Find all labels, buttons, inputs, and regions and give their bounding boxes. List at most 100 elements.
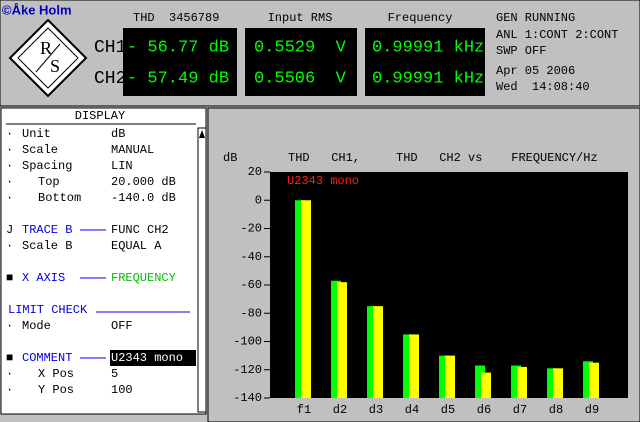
bar (553, 368, 563, 398)
readout-value: 0.5529 V (254, 38, 347, 57)
y-tick-label: 20 (248, 165, 262, 179)
menu-label: Unit (22, 127, 51, 141)
bullet: ■ (6, 271, 13, 285)
readout-header: Frequency (388, 11, 453, 25)
bar (445, 355, 455, 398)
y-tick-label: -100 (233, 335, 262, 349)
menu-label: Top (38, 175, 60, 189)
bar (301, 200, 311, 398)
readout-value: 0.99991 kHz (372, 69, 484, 88)
x-tick-label: d4 (405, 403, 419, 417)
menu-value: OFF (111, 319, 133, 333)
bullet: · (6, 239, 13, 253)
channel-label: CH1 (94, 38, 126, 58)
readout-header: Input RMS (268, 11, 333, 25)
readout-box (123, 28, 237, 96)
y-tick-label: -20 (240, 222, 262, 236)
bar (409, 334, 419, 398)
bar (403, 334, 413, 398)
bullet: · (6, 175, 13, 189)
x-tick-label: d9 (585, 403, 599, 417)
y-axis-label: dB (223, 151, 237, 165)
bar (373, 306, 383, 398)
readout-box (245, 28, 357, 96)
menu-label: COMMENT (22, 351, 72, 365)
bar (583, 361, 593, 398)
bar (589, 362, 599, 398)
menu-label: X Pos (38, 367, 74, 381)
menu-value: LIN (111, 159, 133, 173)
x-tick-label: d8 (549, 403, 563, 417)
channel-label: CH2 (94, 69, 126, 89)
menu-value: 100 (111, 383, 133, 397)
bullet: · (6, 127, 13, 141)
menu-label: Mode (22, 319, 51, 333)
menu-value: -140.0 dB (111, 191, 176, 205)
readout-value: - 57.49 dB (127, 69, 229, 88)
menu-label: Y Pos (38, 383, 74, 397)
menu-value: 20.000 dB (111, 175, 176, 189)
x-tick-label: d6 (477, 403, 491, 417)
y-tick-label: -40 (240, 250, 262, 264)
status: ANL 1:CONT 2:CONT (496, 28, 618, 42)
status: GEN RUNNING (496, 11, 575, 25)
panel-title: DISPLAY (75, 109, 125, 123)
menu-label: Scale (22, 143, 58, 157)
bullet: J (6, 223, 13, 237)
bar (439, 355, 449, 398)
x-tick-label: f1 (297, 403, 311, 417)
status: SWP OFF (496, 44, 546, 58)
bullet: · (6, 143, 13, 157)
bullet: · (6, 367, 13, 381)
menu: · Unit dB · Scale MANUAL · Spacing LIN · Top 20.000… (6, 127, 196, 397)
menu-value: FUNC CH2 (111, 223, 169, 237)
menu-label: Spacing (22, 159, 72, 173)
bar (547, 368, 557, 398)
bar (511, 365, 521, 398)
highlight (110, 350, 196, 366)
readout-box (365, 28, 485, 96)
svg-text:S: S (50, 56, 60, 76)
readout-value: - 56.77 dB (127, 38, 229, 57)
chart-title: THD CH1, THD CH2 vs FREQUENCY/Hz (288, 151, 598, 165)
bullet: · (6, 383, 13, 397)
menu-label: LIMIT CHECK (8, 303, 88, 317)
bar (331, 280, 341, 398)
bar (367, 306, 377, 398)
y-tick-label: -60 (240, 278, 262, 292)
bar (295, 200, 305, 398)
x-tick-label: d7 (513, 403, 527, 417)
annotation: U2343 mono (287, 174, 359, 188)
bar (337, 282, 347, 398)
x-tick-label: d5 (441, 403, 455, 417)
readout-header: THD 3456789 (133, 11, 219, 25)
status: Wed 14:08:40 (496, 80, 590, 94)
bullet: ■ (6, 351, 13, 365)
svg-text:R: R (40, 38, 52, 58)
menu-value: EQUAL A (111, 239, 162, 253)
y-tick-label: -120 (233, 363, 262, 377)
bullet: · (6, 159, 13, 173)
x-tick-label: d2 (333, 403, 347, 417)
readout-value: 0.99991 kHz (372, 38, 484, 57)
menu-value: MANUAL (111, 143, 154, 157)
menu-label: Scale B (22, 239, 72, 253)
copyright: ©Åke Holm (2, 2, 72, 17)
scroll-up[interactable] (199, 130, 205, 138)
menu-label: Bottom (38, 191, 81, 205)
bar (517, 366, 527, 398)
readout-value: 0.5506 V (254, 69, 347, 88)
y-tick-label: -80 (240, 306, 262, 320)
menu-label: X AXIS (22, 271, 65, 285)
y-tick-label: -140 (233, 391, 262, 405)
bullet: · (6, 319, 13, 333)
menu-value: FREQUENCY (111, 271, 176, 285)
scrollbar[interactable] (197, 127, 207, 413)
bullet: · (6, 191, 13, 205)
bar (475, 365, 485, 398)
y-tick-label: 0 (255, 193, 262, 207)
menu-value: 5 (111, 367, 118, 381)
menu-value: dB (111, 127, 125, 141)
bar (481, 372, 491, 398)
